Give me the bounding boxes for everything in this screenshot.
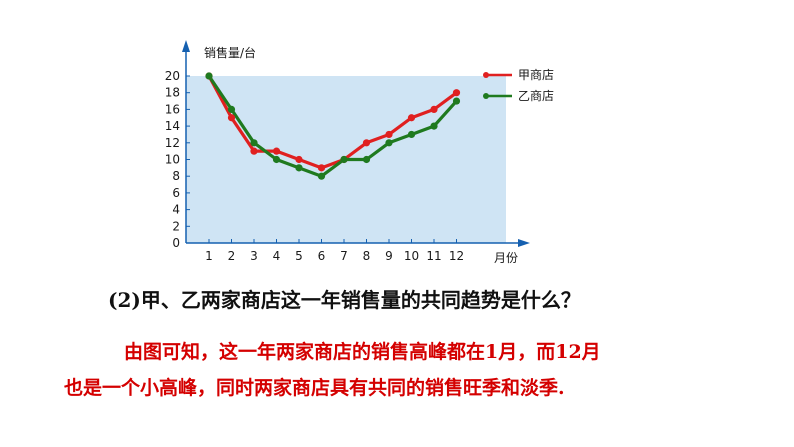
y-tick-label: 14 xyxy=(165,119,180,133)
x-tick-label: 6 xyxy=(318,249,326,263)
series-lines xyxy=(205,72,461,180)
x-axis-arrow xyxy=(518,239,530,247)
x-tick-label: 2 xyxy=(228,249,236,263)
series-2-point xyxy=(295,164,303,172)
series-1-point xyxy=(362,139,371,147)
y-tick-label: 16 xyxy=(165,102,180,116)
series-1-point xyxy=(250,147,258,155)
answer-line-1: 由图可知，这一年两家商店的销售高峰都在1月，而12月 xyxy=(124,341,601,363)
y-tick-label: 12 xyxy=(165,136,180,150)
legend-marker-1 xyxy=(483,72,489,78)
series-2-point xyxy=(362,155,371,164)
y-tick-label: 4 xyxy=(172,203,180,217)
series-2-point xyxy=(430,122,438,130)
x-tick-label: 7 xyxy=(340,249,348,263)
series-2-point xyxy=(205,72,213,80)
series-1-point xyxy=(272,147,281,155)
x-tick-label: 9 xyxy=(385,249,393,263)
x-tick-label: 10 xyxy=(404,249,419,263)
axes: 销售量/台月份 xyxy=(182,40,530,265)
legend-label-2: 乙商店 xyxy=(518,88,554,103)
series-1-point xyxy=(317,164,326,172)
series-line-1 xyxy=(207,75,458,170)
series-2-point xyxy=(385,139,393,147)
y-tick-label: 2 xyxy=(172,219,180,233)
y-tick-label: 8 xyxy=(172,169,180,183)
x-tick-label: 3 xyxy=(250,249,258,263)
legend-marker-2 xyxy=(483,93,489,99)
x-tick-label: 1 xyxy=(205,249,213,263)
series-2-point xyxy=(227,105,236,113)
answer-text: 由图可知，这一年两家商店的销售高峰都在1月，而12月 也是一个小高峰，同时两家商… xyxy=(64,334,764,406)
series-2-point xyxy=(340,155,348,164)
series-1-point xyxy=(452,89,461,97)
y-axis-title: 销售量/台 xyxy=(204,45,256,60)
series-1-point xyxy=(430,105,438,113)
x-tick-label: 4 xyxy=(273,249,281,263)
y-tick-label: 0 xyxy=(172,236,180,250)
series-1-point xyxy=(385,130,393,139)
legend-label-1: 甲商店 xyxy=(518,67,554,82)
y-axis-arrow xyxy=(182,40,190,52)
y-tick-label: 10 xyxy=(165,153,180,167)
series-2-point xyxy=(272,155,281,164)
answer-line-2: 也是一个小高峰，同时两家商店具有共同的销售旺季和淡季. xyxy=(64,377,565,399)
series-1-point xyxy=(295,155,303,164)
series-1-point xyxy=(407,114,416,122)
y-tick-label: 6 xyxy=(172,186,180,200)
question-text: (2)甲、乙两家商店这一年销售量的共同趋势是什么？ xyxy=(108,288,581,312)
x-tick-label: 8 xyxy=(363,249,371,263)
y-tick-label: 20 xyxy=(165,69,180,83)
series-line-2 xyxy=(207,75,458,178)
series-2-point xyxy=(452,97,461,105)
series-2-point xyxy=(407,130,416,139)
y-tick-label: 18 xyxy=(165,86,180,100)
x-tick-label: 12 xyxy=(449,249,464,263)
series-1-point xyxy=(227,114,236,122)
series-2-point xyxy=(317,172,326,180)
series-2-point xyxy=(250,139,258,147)
x-tick-label: 5 xyxy=(295,249,303,263)
x-tick-label: 11 xyxy=(426,249,441,263)
x-axis-title: 月份 xyxy=(494,251,518,265)
